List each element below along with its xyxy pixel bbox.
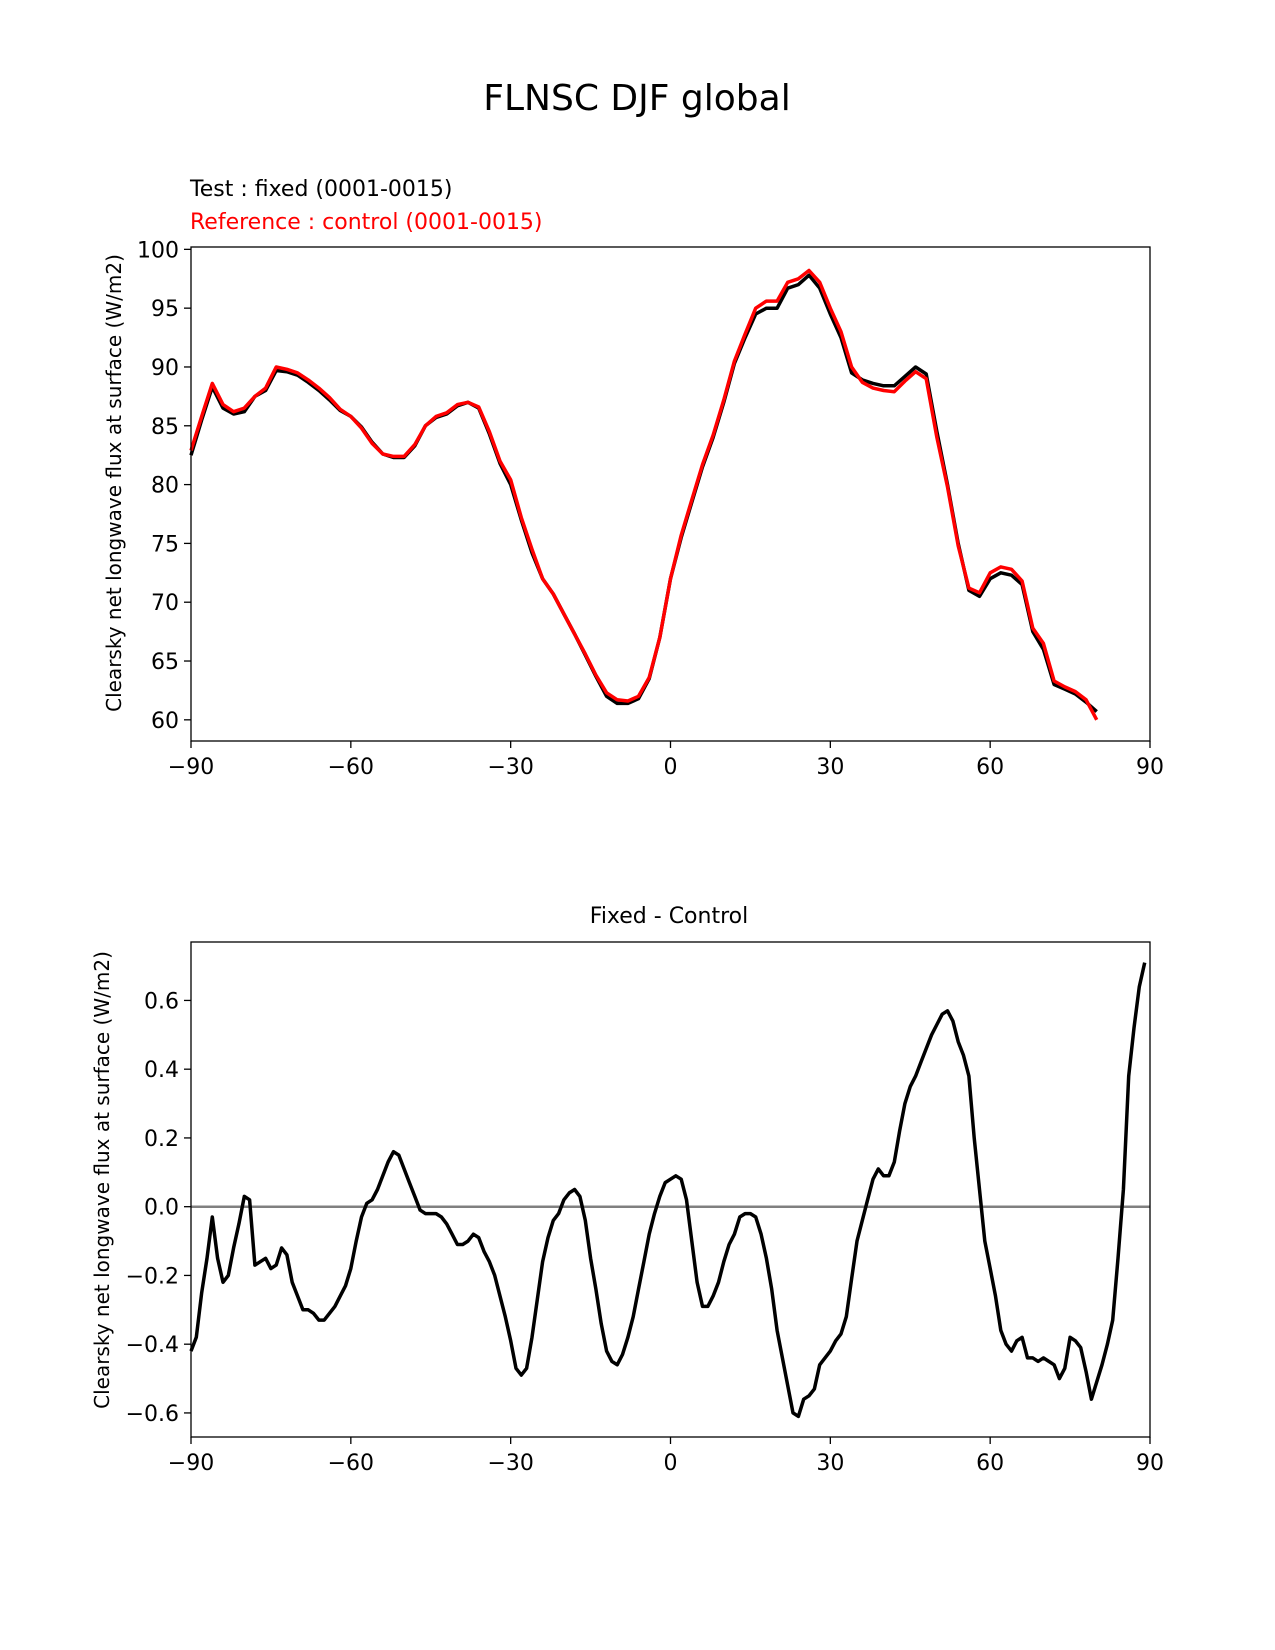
y-tick-label: 65 <box>151 650 179 675</box>
x-tick-label: 0 <box>664 1451 678 1476</box>
x-tick-label: 60 <box>976 755 1004 780</box>
y-tick-label: 90 <box>151 356 179 381</box>
axes-frame <box>190 941 1151 1438</box>
top-plot-area: −90 −60 −30 0 30 60 90 60 65 70 75 80 85 90 95 100 <box>137 238 1164 780</box>
x-tick-label: 90 <box>1136 1451 1164 1476</box>
y-tick-label: 60 <box>151 709 179 734</box>
x-tick-label: −60 <box>328 755 374 780</box>
x-tick-label: −90 <box>168 755 214 780</box>
y-tick-label: −0.4 <box>126 1333 179 1358</box>
x-tick-label: −30 <box>487 1451 533 1476</box>
y-tick-label: 100 <box>137 238 179 263</box>
x-tick-label: 60 <box>976 1451 1004 1476</box>
x-tick-label: −90 <box>168 1451 214 1476</box>
y-tick-label: 0.6 <box>144 989 179 1014</box>
axes-frame <box>190 246 1151 742</box>
y-tick-label: 0.0 <box>144 1196 179 1221</box>
y-tick-label: 70 <box>151 591 179 616</box>
bottom-y-axis-label: Clearsky net longwave flux at surface (W… <box>90 951 114 1409</box>
test-series-line <box>189 273 1098 713</box>
x-tick-label: 30 <box>816 755 844 780</box>
bottom-panel: Fixed - Control Clearsky net longwave fl… <box>90 904 1164 1476</box>
y-tick-label: 0.4 <box>144 1058 179 1083</box>
figure-title: FLNSC DJF global <box>483 78 790 119</box>
y-tick-label: 85 <box>151 415 179 440</box>
y-tick-label: −0.2 <box>126 1264 179 1289</box>
y-tick-label: 75 <box>151 532 179 557</box>
difference-series-line <box>189 962 1147 1419</box>
x-tick-label: 90 <box>1136 755 1164 780</box>
legend-test-label: Test : fixed (0001-0015) <box>189 177 453 202</box>
top-panel: Test : fixed (0001-0015) Reference : con… <box>102 177 1164 780</box>
legend-reference-label: Reference : control (0001-0015) <box>190 210 543 235</box>
bottom-panel-title: Fixed - Control <box>590 904 748 929</box>
y-tick-label: 80 <box>151 474 179 499</box>
x-tick-label: 30 <box>816 1451 844 1476</box>
x-tick-label: 0 <box>664 755 678 780</box>
y-tick-label: 95 <box>151 297 179 322</box>
bottom-plot-area: −90 −60 −30 0 30 60 90 −0.6 −0.4 −0.2 0.0 0.2 0.4 0.6 <box>126 941 1164 1476</box>
top-y-axis-label: Clearsky net longwave flux at surface (W… <box>102 254 126 712</box>
reference-series-line <box>189 268 1099 721</box>
x-tick-label: −30 <box>487 755 533 780</box>
x-tick-label: −60 <box>328 1451 374 1476</box>
y-tick-label: 0.2 <box>144 1127 179 1152</box>
y-tick-label: −0.6 <box>126 1402 179 1427</box>
